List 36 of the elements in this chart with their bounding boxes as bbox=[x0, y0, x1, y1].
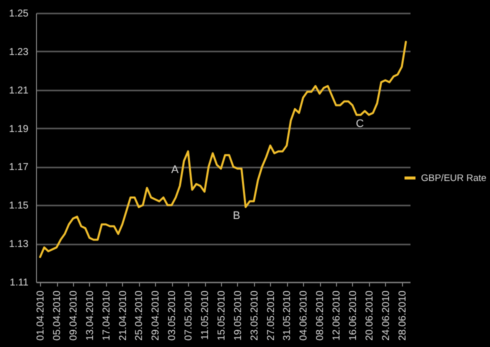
x-tick-label: 28.06.2010 bbox=[397, 290, 408, 341]
x-tick-label: 29.04.2010 bbox=[150, 290, 162, 341]
x-tick-label: 05.04.2010 bbox=[52, 290, 64, 341]
x-tick-label: 17.04.2010 bbox=[101, 290, 112, 341]
annotation: B bbox=[232, 210, 240, 222]
x-tick-label: 15.05.2010 bbox=[216, 290, 228, 341]
x-tick-label: 03.05.2010 bbox=[167, 290, 178, 341]
x-tick-label: 20.06.2010 bbox=[364, 290, 376, 341]
x-tick-label: 04.06.2010 bbox=[298, 290, 310, 341]
x-tick-label: 27.05.2010 bbox=[266, 290, 277, 341]
x-tick-label: 08.06.2010 bbox=[315, 290, 326, 341]
x-tick-label: 07.05.2010 bbox=[184, 290, 195, 341]
y-tick-label: 1.13 bbox=[9, 239, 29, 250]
x-tick-label: 16.06.2010 bbox=[348, 290, 359, 341]
y-tick-label: 1.25 bbox=[9, 8, 29, 20]
x-tick-label: 11.05.2010 bbox=[200, 290, 212, 340]
x-tick-label: 31.05.2010 bbox=[282, 290, 294, 341]
y-tick-label: 1.19 bbox=[9, 124, 29, 135]
x-tick-label: 09.04.2010 bbox=[68, 290, 80, 341]
x-tick-label: 13.04.2010 bbox=[84, 290, 96, 341]
x-tick-label: 19.05.2010 bbox=[232, 290, 244, 341]
annotation: C bbox=[356, 118, 364, 130]
x-tick-label: 24.06.2010 bbox=[380, 290, 392, 341]
x-tick-label: 21.04.2010 bbox=[118, 290, 129, 341]
y-tick-label: 1.21 bbox=[9, 85, 29, 96]
legend-label: GBP/EUR Rate bbox=[421, 173, 486, 184]
annotation: A bbox=[171, 164, 180, 176]
x-tick-label: 01.04.2010 bbox=[36, 290, 47, 341]
y-tick-label: 1.15 bbox=[9, 200, 29, 212]
x-tick-label: 12.06.2010 bbox=[332, 290, 343, 341]
x-tick-label: 25.04.2010 bbox=[134, 290, 146, 341]
y-tick-label: 1.11 bbox=[10, 278, 29, 288]
line-series bbox=[39, 40, 407, 258]
x-tick-label: 23.05.2010 bbox=[249, 290, 260, 341]
y-tick-label: 1.23 bbox=[9, 46, 29, 58]
y-tick-label: 1.17 bbox=[9, 162, 29, 174]
